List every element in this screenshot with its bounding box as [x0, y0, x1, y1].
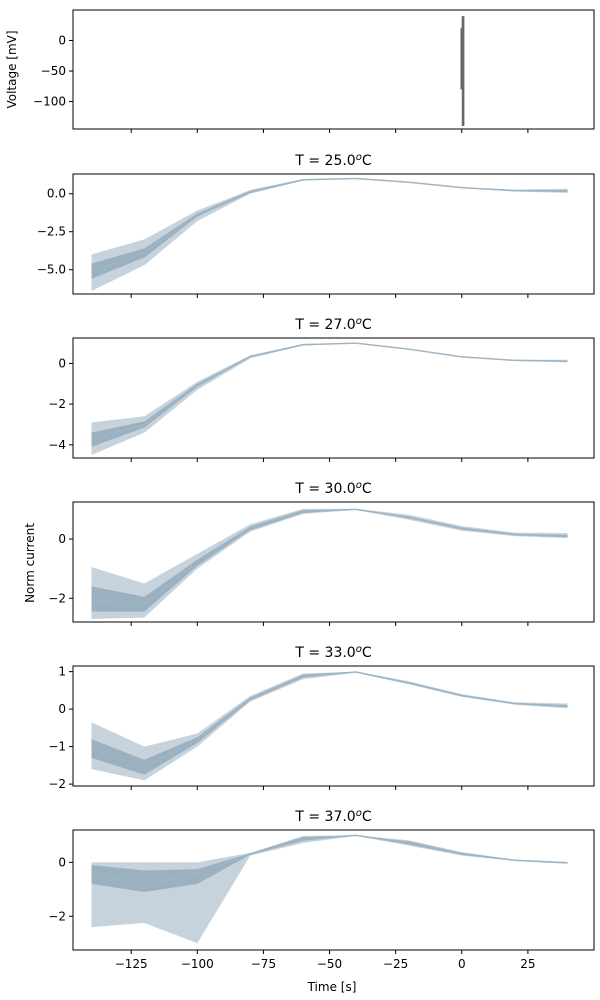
- median-segment: [408, 842, 462, 855]
- median-segment: [249, 675, 304, 700]
- median-segment: [461, 694, 515, 705]
- median-segment: [91, 423, 145, 441]
- axes-frame: [72, 9, 595, 130]
- axes-frame: [72, 829, 595, 951]
- y-tick-label: −2.5: [37, 225, 66, 239]
- y-tick-label: −5.0: [37, 263, 66, 277]
- y-tick-label: −2: [48, 397, 66, 411]
- median-segment: [461, 852, 515, 861]
- panel-6: T = 37.0oC 0 −2 −125 −100 −75 −50 −25 0 25: [48, 808, 595, 971]
- median-segment: [514, 533, 568, 538]
- median-segment: [408, 682, 462, 697]
- inner-band: [91, 671, 568, 775]
- panel-title: T = 33.0oC: [294, 644, 371, 661]
- axes-frame: [72, 173, 595, 295]
- x-tick-label: 25: [520, 957, 535, 971]
- median-segment: [250, 343, 304, 358]
- y-tick-label: 0: [58, 356, 66, 370]
- x-tick-label: −125: [115, 957, 148, 971]
- y-tick-label: 0: [58, 34, 66, 48]
- y-tick-label: −50: [41, 64, 66, 78]
- panel-3: T = 27.0oC 0 −2 −4: [48, 316, 595, 462]
- outer-band: [91, 671, 568, 781]
- inner-band: [91, 835, 568, 893]
- median-segment: [91, 599, 145, 605]
- panel-5: T = 33.0oC 1 0 −1 −2: [48, 644, 595, 791]
- x-tick-label: −75: [251, 957, 276, 971]
- y-tick-label: −1: [48, 740, 66, 754]
- panel-1: 0 −50 −100 Voltage [mV]: [5, 9, 595, 133]
- panel-title: T = 27.0oC: [294, 316, 371, 333]
- median-segment: [355, 342, 409, 350]
- y-tick-label: 0: [58, 702, 66, 716]
- panel-2: T = 25.0oC 0.0 −2.5 −5.0: [37, 152, 595, 298]
- median-segment: [144, 739, 198, 768]
- outer-band: [91, 178, 568, 291]
- median-segment: [355, 671, 410, 684]
- y-tick-label: 0: [58, 532, 66, 546]
- median-segment: [408, 181, 462, 189]
- median-segment: [144, 872, 198, 887]
- median-segment: [196, 527, 251, 564]
- y-tick-label: 0: [58, 855, 66, 869]
- x-tick-label: −25: [383, 957, 408, 971]
- median-segment: [249, 837, 304, 855]
- median-segment: [196, 356, 251, 387]
- axes-frame: [72, 501, 595, 623]
- y-tick-label: −2: [48, 909, 66, 923]
- median-segment: [355, 508, 409, 519]
- median-segment: [514, 859, 568, 864]
- inner-band: [91, 343, 568, 447]
- panel-4: T = 30.0oC 0 −2: [48, 480, 595, 626]
- x-tick-label: −50: [317, 957, 342, 971]
- y-axis-label: Voltage [mV]: [5, 30, 19, 108]
- y-tick-label: 0.0: [47, 187, 66, 201]
- median-segment: [143, 562, 198, 605]
- voltage-trace: [460, 16, 465, 126]
- panel-title: T = 37.0oC: [294, 808, 371, 825]
- median-segment: [408, 516, 462, 530]
- y-tick-label: −4: [48, 438, 66, 452]
- median-segment: [303, 177, 356, 181]
- y-tick-label: −2: [48, 777, 66, 791]
- median-segment: [91, 252, 145, 272]
- median-segment: [303, 671, 357, 677]
- outer-band: [91, 508, 568, 620]
- median-segment: [461, 527, 515, 536]
- median-segment: [355, 177, 409, 183]
- x-axis-label: Time [s]: [307, 980, 357, 994]
- median-segment: [408, 348, 462, 358]
- median-segment: [303, 508, 357, 513]
- median-segment: [249, 510, 304, 530]
- median-segment: [196, 698, 251, 741]
- median-segment: [196, 191, 251, 216]
- x-tick-label: 0: [458, 957, 466, 971]
- inner-band: [91, 178, 568, 279]
- axes-frame: [72, 337, 595, 459]
- median-segment: [91, 872, 145, 887]
- median-segment: [91, 747, 145, 768]
- y-tick-label: 1: [58, 665, 66, 679]
- inner-band: [91, 509, 568, 612]
- median-segment: [250, 179, 304, 193]
- panel-title: T = 25.0oC: [294, 152, 371, 169]
- median-segment: [461, 356, 515, 362]
- outer-band: [91, 835, 568, 944]
- median-segment: [303, 834, 357, 840]
- median-segment: [514, 702, 568, 707]
- median-segment: [143, 384, 198, 426]
- axes-frame: [72, 665, 595, 787]
- y-tick-label: −100: [33, 95, 66, 109]
- median-segment: [461, 186, 515, 192]
- median-segment: [197, 853, 251, 874]
- median-segment: [143, 214, 198, 254]
- median-segment: [514, 359, 568, 362]
- y-tick-label: −2: [48, 591, 66, 605]
- median-segment: [355, 834, 409, 844]
- x-tick-label: −100: [181, 957, 214, 971]
- shared-y-axis-label: Norm current: [23, 523, 37, 603]
- median-segment: [303, 342, 357, 346]
- panel-title: T = 30.0oC: [294, 480, 371, 497]
